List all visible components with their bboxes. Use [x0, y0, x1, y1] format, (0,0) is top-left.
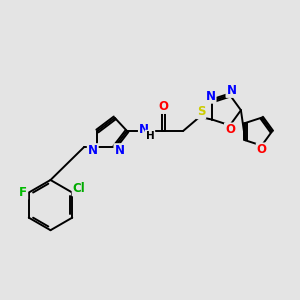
Text: N: N — [226, 84, 236, 97]
Text: O: O — [257, 143, 267, 156]
Text: N: N — [88, 144, 98, 157]
Text: O: O — [159, 100, 169, 113]
Text: H: H — [146, 130, 154, 141]
Text: N: N — [114, 144, 124, 157]
Text: O: O — [225, 123, 235, 136]
Text: Cl: Cl — [73, 182, 85, 195]
Text: S: S — [197, 105, 206, 118]
Text: N: N — [206, 90, 216, 103]
Text: F: F — [19, 186, 27, 199]
Text: N: N — [139, 123, 149, 136]
